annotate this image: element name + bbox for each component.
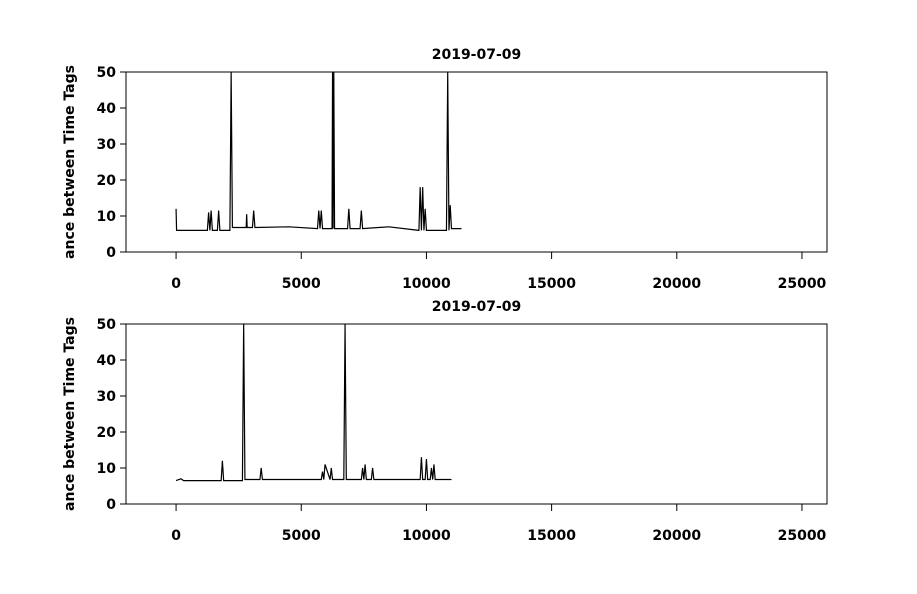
y-tick-label: 30: [97, 137, 117, 153]
x-tick-label: 5000: [282, 276, 321, 292]
x-tick-label: 15000: [527, 528, 576, 544]
y-tick-label: 30: [97, 389, 117, 405]
y-tick-label: 10: [97, 209, 117, 225]
y-tick-label: 0: [106, 497, 116, 513]
x-tick-label: 0: [171, 276, 181, 292]
x-tick-label: 10000: [402, 276, 451, 292]
x-tick-label: 15000: [527, 276, 576, 292]
x-tick-label: 5000: [282, 528, 321, 544]
x-tick-label: 20000: [652, 528, 701, 544]
x-tick-label: 0: [171, 528, 181, 544]
y-tick-label: 50: [97, 317, 117, 333]
y-tick-label: 10: [97, 461, 117, 477]
y-tick-label: 0: [106, 245, 116, 261]
plot-frame: [125, 323, 828, 505]
y-tick-label: 40: [97, 101, 117, 117]
y-tick-label: 20: [97, 425, 117, 441]
plot-frame: [125, 71, 828, 253]
data-line: [175, 71, 462, 232]
y-axis-label: ance between Time Tags: [62, 317, 78, 511]
y-axis-label: ance between Time Tags: [62, 65, 78, 259]
y-tick-label: 20: [97, 173, 117, 189]
y-tick-label: 50: [97, 65, 117, 81]
x-tick-label: 25000: [778, 276, 827, 292]
chart-title: 2019-07-09: [432, 299, 522, 315]
y-tick-label: 40: [97, 353, 117, 369]
data-line: [175, 323, 452, 482]
x-tick-label: 20000: [652, 276, 701, 292]
x-tick-label: 10000: [402, 528, 451, 544]
chart-title: 2019-07-09: [432, 47, 522, 63]
x-tick-label: 25000: [778, 528, 827, 544]
